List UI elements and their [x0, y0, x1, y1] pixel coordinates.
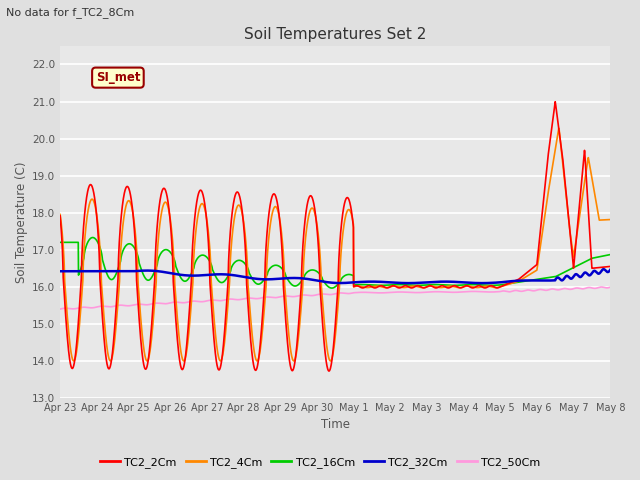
TC2_32Cm [495, 279, 503, 285]
TC2_4Cm [495, 284, 503, 290]
Text: No data for f_TC2_8Cm: No data for f_TC2_8Cm [6, 7, 134, 18]
TC2_2Cm [56, 213, 64, 219]
TC2_2Cm [210, 331, 218, 337]
TC2_4Cm [558, 155, 566, 160]
Line: TC2_32Cm: TC2_32Cm [60, 269, 611, 283]
TC2_4Cm [210, 310, 218, 315]
TC2_16Cm [558, 270, 566, 276]
TC2_50Cm [495, 289, 503, 295]
TC2_2Cm [325, 368, 333, 374]
TC2_2Cm [364, 283, 371, 289]
TC2_50Cm [56, 306, 64, 312]
TC2_32Cm [573, 272, 581, 277]
TC2_4Cm [56, 212, 64, 217]
TC2_2Cm [351, 283, 359, 289]
TC2_2Cm [552, 99, 559, 105]
Line: TC2_4Cm: TC2_4Cm [60, 128, 611, 361]
TC2_16Cm [56, 240, 64, 245]
Y-axis label: Soil Temperature (C): Soil Temperature (C) [15, 161, 28, 283]
TC2_4Cm [607, 216, 614, 222]
Text: SI_met: SI_met [95, 71, 140, 84]
TC2_32Cm [210, 272, 218, 277]
TC2_16Cm [607, 252, 614, 257]
TC2_16Cm [210, 270, 218, 276]
TC2_50Cm [351, 290, 359, 296]
TC2_4Cm [364, 285, 371, 290]
Line: TC2_16Cm: TC2_16Cm [60, 238, 611, 288]
TC2_16Cm [495, 282, 503, 288]
TC2_16Cm [89, 235, 97, 240]
TC2_50Cm [210, 297, 218, 303]
TC2_4Cm [555, 125, 563, 131]
TC2_16Cm [351, 282, 359, 288]
TC2_2Cm [558, 151, 566, 156]
TC2_32Cm [351, 279, 359, 285]
TC2_4Cm [351, 284, 359, 289]
TC2_32Cm [607, 267, 614, 273]
Line: TC2_2Cm: TC2_2Cm [60, 102, 611, 371]
TC2_16Cm [364, 282, 371, 288]
TC2_2Cm [495, 285, 503, 290]
Legend: TC2_2Cm, TC2_4Cm, TC2_16Cm, TC2_32Cm, TC2_50Cm: TC2_2Cm, TC2_4Cm, TC2_16Cm, TC2_32Cm, TC… [95, 452, 545, 472]
TC2_16Cm [328, 285, 335, 291]
TC2_50Cm [557, 286, 565, 292]
TC2_32Cm [363, 279, 371, 285]
TC2_50Cm [363, 289, 371, 295]
TC2_16Cm [573, 263, 581, 268]
Line: TC2_50Cm: TC2_50Cm [60, 287, 611, 309]
TC2_32Cm [56, 268, 64, 274]
TC2_2Cm [573, 224, 581, 230]
TC2_2Cm [607, 264, 614, 269]
TC2_50Cm [598, 284, 605, 290]
Title: Soil Temperatures Set 2: Soil Temperatures Set 2 [244, 27, 426, 42]
TC2_50Cm [573, 285, 580, 291]
TC2_4Cm [573, 228, 581, 234]
TC2_50Cm [607, 284, 614, 290]
TC2_32Cm [558, 277, 566, 283]
TC2_4Cm [216, 358, 224, 364]
TC2_32Cm [478, 280, 486, 286]
X-axis label: Time: Time [321, 419, 349, 432]
TC2_32Cm [600, 266, 607, 272]
